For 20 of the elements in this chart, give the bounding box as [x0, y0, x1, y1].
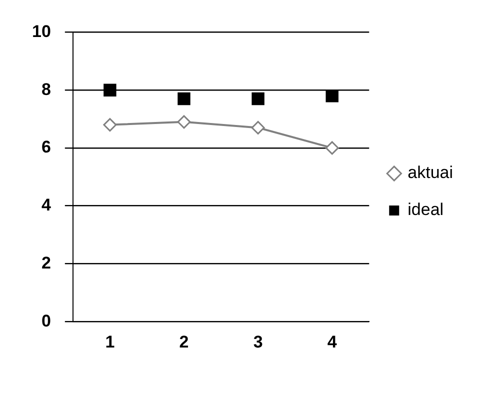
- point: [104, 84, 116, 96]
- legend-label: ideal: [408, 200, 444, 220]
- point: [178, 92, 190, 106]
- x-tick-label: 1: [105, 332, 115, 352]
- x-tick-label: 3: [253, 332, 263, 352]
- y-tick-label: 2: [41, 253, 51, 272]
- y-tick-label: 4: [41, 196, 52, 215]
- point: [326, 90, 338, 102]
- point: [252, 92, 264, 106]
- point: [177, 115, 191, 129]
- y-tick-label: 10: [32, 22, 51, 41]
- y-tick-label: 8: [41, 80, 51, 99]
- x-tick-label: 2: [179, 332, 189, 352]
- x-tick-label: 4: [327, 332, 338, 352]
- point: [251, 120, 265, 134]
- point: [325, 141, 339, 155]
- y-tick-label: 6: [41, 138, 51, 157]
- point: [103, 118, 117, 132]
- y-tick-label: 0: [41, 311, 51, 330]
- legend-label: aktuai: [408, 163, 454, 182]
